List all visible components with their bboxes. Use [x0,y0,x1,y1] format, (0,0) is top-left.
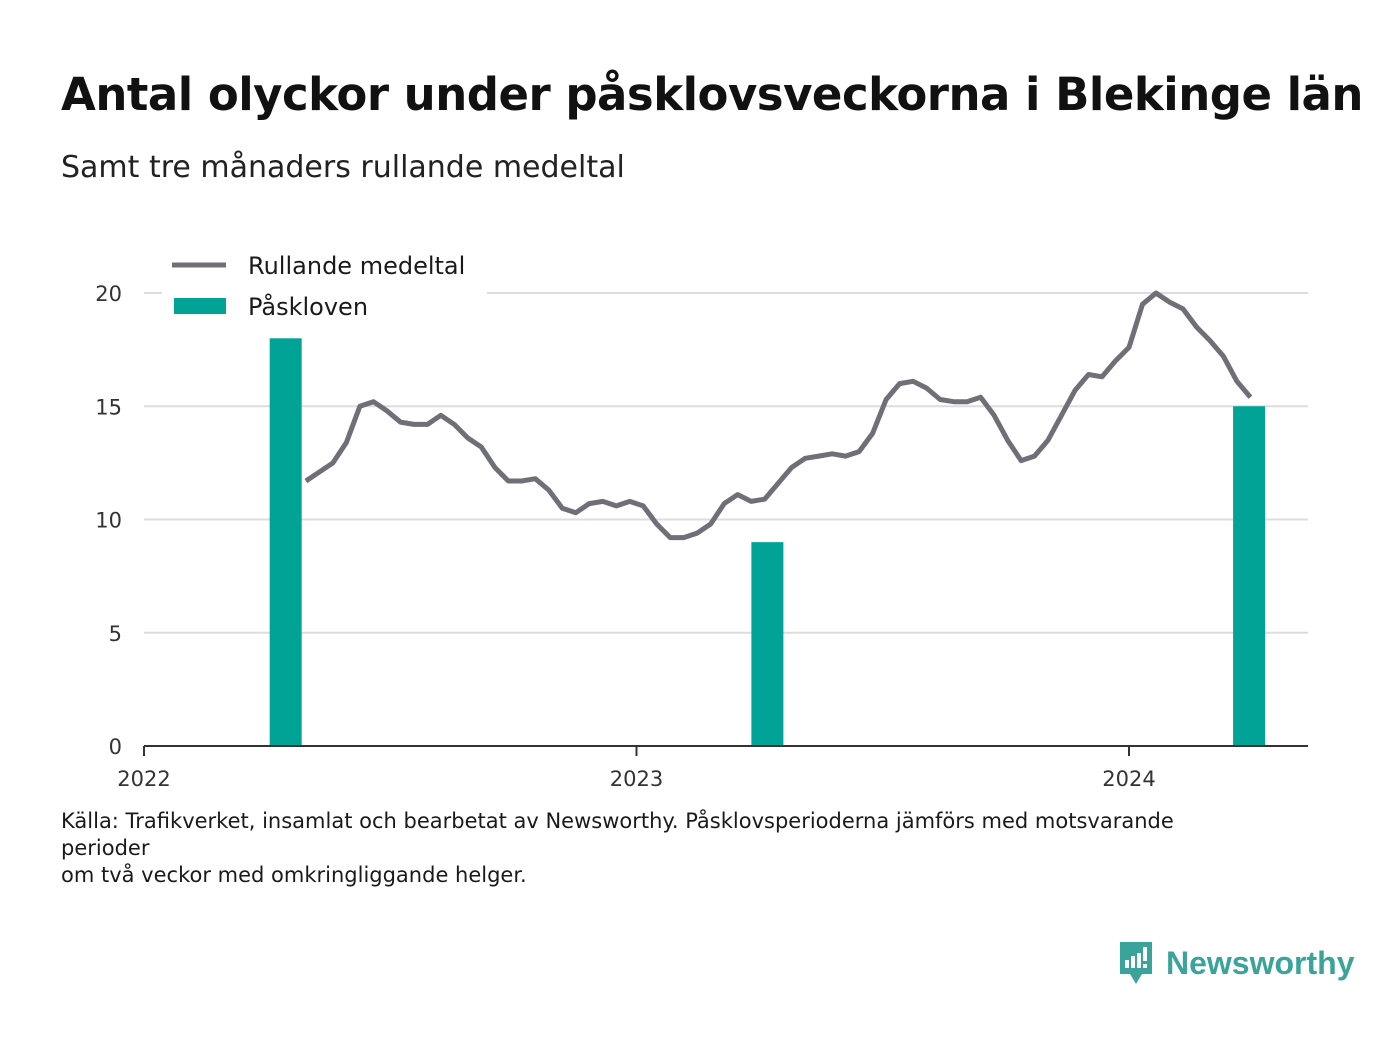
source-note: Källa: Trafikverket, insamlat och bearbe… [61,808,1311,889]
rolling-average-line [304,290,1253,541]
chart-subtitle: Samt tre månaders rullande medeltal [61,150,625,185]
source-line-2: perioder [61,836,150,860]
x-tick-label: 2022 [117,767,170,791]
chart-area: 0 5 10 15 20 2022 2023 2024 Rullande medeltal … [95,247,1308,791]
brand-logo: Newsworthy [1118,938,1354,988]
source-line-1: Källa: Trafikverket, insamlat och bearbe… [61,809,1174,833]
legend-bar-label: Påskloven [248,292,368,321]
gridlines [144,292,1308,634]
x-axis-ticks: 2022 2023 2024 [117,746,1156,791]
y-tick-label: 20 [95,282,122,306]
y-tick-label: 0 [109,735,122,759]
bar [269,338,302,746]
newsworthy-logo-icon [1120,942,1152,984]
y-tick-label: 5 [109,622,122,646]
x-tick-label: 2024 [1102,767,1155,791]
bar [751,542,784,746]
legend-bar-swatch [174,298,226,314]
bar-series [269,338,1266,746]
y-axis-ticks: 0 5 10 15 20 [95,282,122,759]
y-tick-label: 15 [95,395,122,419]
bar [1233,406,1266,746]
chart-title: Antal olyckor under påsklovsveckorna i B… [61,68,1363,121]
x-tick-label: 2023 [610,767,663,791]
source-line-3: om två veckor med omkringliggande helger… [61,863,527,887]
legend: Rullande medeltal Påskloven [162,247,487,325]
brand-name: Newsworthy [1166,944,1355,981]
y-tick-label: 10 [95,509,122,533]
legend-line-label: Rullande medeltal [248,252,465,280]
